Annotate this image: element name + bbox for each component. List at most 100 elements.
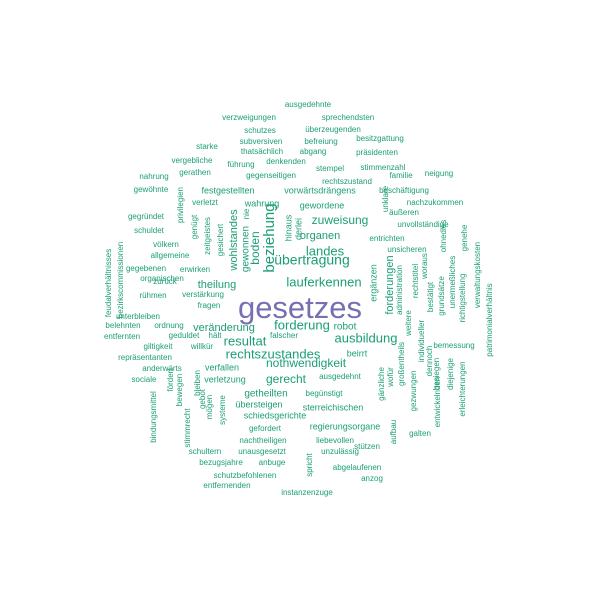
cloud-word: ausbildung [335,330,398,345]
cloud-word: rechtszustandes [226,346,321,361]
cloud-word: robot [334,322,357,333]
cloud-word: familie [389,171,413,180]
cloud-word: zeitgeistes [203,217,212,255]
cloud-word: schiedsgerichte [244,410,307,420]
cloud-word: individueller [417,320,426,363]
cloud-word: unermeßliches [448,256,457,308]
cloud-word: gezwungen [409,371,418,412]
cloud-word: getheilten [244,389,287,400]
cloud-word: rühmen [139,291,166,300]
cloud-word: feudalverhältnisses [104,249,113,317]
cloud-word: gänzliche [377,367,386,401]
cloud-word: starke [196,142,218,151]
cloud-word: entfernenden [203,481,250,490]
cloud-word: nachtheiligen [239,436,286,445]
cloud-word: bezirkscommissionen [116,242,125,318]
cloud-word: großentheils [397,342,406,386]
cloud-word: nie [242,208,251,219]
cloud-word: beschäftigung [379,186,429,195]
cloud-word: resultat [224,333,267,348]
cloud-word: diejenige [446,357,455,390]
cloud-word: patrimonialverhältnis [485,283,494,356]
cloud-word: rechtszustand [322,177,372,186]
cloud-word: stempel [316,164,344,173]
cloud-word: sprechendsten [322,113,374,122]
cloud-word: gerathen [179,168,211,177]
cloud-word: gegründet [128,212,165,221]
cloud-word: anderwärts [142,364,182,373]
cloud-word: nachzukommen [407,198,463,207]
cloud-word: verzweigungen [222,113,276,122]
cloud-word: genügt [190,214,199,239]
cloud-word: hinaus [283,214,293,241]
cloud-word: begünstigt [306,389,344,398]
cloud-word: befreiung [304,137,337,146]
cloud-word: veränderung [193,322,255,334]
cloud-word: ergänzen [368,264,378,302]
cloud-word: stützen [354,442,380,451]
cloud-word: schutzbefohlenen [214,471,277,480]
cloud-word: belehnten [105,321,140,330]
cloud-word: gegenseitigen [246,171,296,180]
cloud-word: unvollständige [397,220,449,229]
cloud-word: giltigkeit [144,342,174,351]
cloud-word: stimmenzahl [361,163,406,172]
cloud-word: grundsätze [437,276,446,316]
cloud-word: organen [300,230,340,242]
cloud-word: verfallen [205,362,239,372]
cloud-word: neigung [425,169,453,178]
cloud-word: bleiben [193,370,202,396]
cloud-word: entwickelnden [433,377,442,428]
cloud-word: übersteigen [235,399,282,409]
cloud-word: sterreichischen [303,402,364,412]
cloud-word: verletzt [192,198,219,207]
cloud-word: äußeren [389,208,419,217]
cloud-word: derlei [293,218,303,240]
cloud-word: völkern [153,240,179,249]
cloud-word: organischen [140,274,184,283]
cloud-word: bindungsmittel [149,391,158,443]
cloud-word: anbuge [259,458,286,467]
cloud-word: übertragung [274,252,350,268]
cloud-word: stimmrecht [183,408,192,448]
cloud-word: regierungsorgane [310,421,381,431]
cloud-word: rechtstitel [411,264,420,298]
cloud-word: fragen [198,301,221,310]
cloud-word: thatsächlich [241,147,283,156]
cloud-word: verstärkung [182,290,224,299]
cloud-word: fördert [166,368,175,392]
cloud-word: denkenden [266,157,306,166]
cloud-word: verletzung [204,374,246,384]
cloud-word: führung [227,160,254,169]
cloud-word: repräsentanten [118,353,172,362]
cloud-word: präsidenten [356,148,398,157]
cloud-word: bezugsjahre [199,458,243,467]
cloud-word: beirrt [347,348,368,358]
cloud-word: ausgedehnte [285,100,332,109]
cloud-word: unzulässig [321,447,359,456]
cloud-word: falscher [270,331,298,340]
cloud-word: ausgedehnt [319,372,362,381]
cloud-word: spricht [305,452,314,476]
cloud-word: bewegen [175,374,184,406]
cloud-word: bestätigt [426,281,435,312]
cloud-word: schutzes [244,126,276,135]
cloud-word: boden [248,231,262,264]
cloud-word: geduldet [169,331,200,340]
cloud-word: entfernten [104,332,140,341]
cloud-word: ohnedies [439,220,448,252]
cloud-word: schultern [189,447,221,456]
cloud-word: anzog [361,474,383,483]
cloud-word: gegebenen [126,264,166,273]
cloud-word: hält [209,331,223,340]
cloud-word: subversiven [240,137,283,146]
cloud-word: woraus [420,253,429,280]
cloud-word: entrichten [369,234,404,243]
cloud-word: gewonnen [241,226,252,272]
cloud-word: wahrung [244,198,280,208]
cloud-word: vorwärtsdrängens [284,185,356,195]
cloud-word: weitere [404,310,413,337]
cloud-word: vergebliche [172,156,213,165]
cloud-word: beziehung [261,203,278,272]
